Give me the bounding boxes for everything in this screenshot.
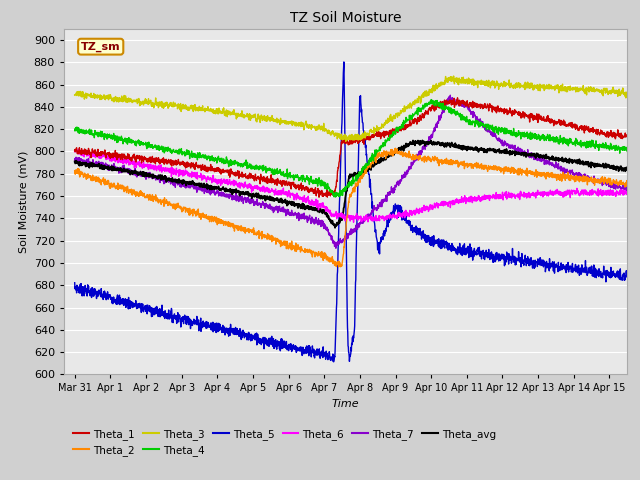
Theta_avg (325, 216, 333, 222)
Theta_avg (332, 225, 339, 231)
Theta_1 (506, 106, 514, 111)
Theta_1 (454, 95, 461, 101)
Theta_6 (325, 207, 333, 213)
Theta_2 (325, 256, 333, 262)
Theta_2 (506, 167, 514, 172)
Theta_2 (608, 180, 616, 186)
Theta_4 (340, 186, 348, 192)
Theta_3 (99, 94, 107, 99)
Theta_avg (99, 167, 107, 172)
Theta_2 (335, 264, 342, 270)
Theta_7 (506, 144, 514, 149)
Theta_6 (608, 190, 616, 195)
Theta_4 (71, 126, 79, 132)
Theta_3 (623, 89, 631, 95)
Theta_5 (608, 270, 616, 276)
Theta_3 (607, 87, 615, 93)
Theta_7 (608, 183, 616, 189)
Line: Theta_7: Theta_7 (75, 95, 627, 248)
Theta_4 (608, 146, 616, 152)
Theta_3 (325, 130, 333, 136)
Theta_7 (340, 236, 348, 242)
Theta_5 (506, 255, 514, 261)
Theta_4 (623, 148, 631, 154)
Text: TZ_sm: TZ_sm (81, 42, 120, 52)
Theta_3 (339, 136, 347, 142)
Theta_7 (447, 92, 454, 98)
Legend: Theta_1, Theta_2, Theta_3, Theta_4, Theta_5, Theta_6, Theta_7, Theta_avg: Theta_1, Theta_2, Theta_3, Theta_4, Thet… (69, 424, 500, 460)
Theta_6 (340, 215, 348, 220)
Theta_3 (506, 84, 514, 89)
Theta_2 (607, 182, 615, 188)
Theta_5 (623, 274, 631, 280)
Theta_6 (506, 192, 514, 197)
Theta_4 (332, 194, 339, 200)
Theta_5 (330, 359, 337, 365)
Theta_6 (607, 190, 615, 196)
Theta_avg (71, 158, 79, 164)
Theta_3 (608, 89, 616, 95)
Line: Theta_6: Theta_6 (75, 149, 627, 222)
Line: Theta_3: Theta_3 (75, 76, 627, 141)
X-axis label: Time: Time (332, 399, 360, 409)
Theta_6 (75, 146, 83, 152)
Theta_6 (623, 190, 631, 195)
Theta_avg (506, 151, 514, 156)
Theta_5 (99, 291, 107, 297)
Theta_1 (315, 194, 323, 200)
Theta_avg (340, 205, 348, 211)
Line: Theta_avg: Theta_avg (75, 141, 627, 228)
Theta_avg (607, 163, 615, 168)
Theta_5 (71, 280, 79, 286)
Theta_5 (607, 274, 615, 280)
Theta_2 (340, 251, 348, 256)
Theta_4 (607, 142, 615, 148)
Theta_4 (506, 128, 514, 133)
Theta_1 (325, 189, 333, 194)
Theta_3 (71, 92, 79, 98)
Theta_3 (450, 73, 458, 79)
Theta_5 (340, 59, 348, 65)
Theta_4 (325, 184, 333, 190)
Theta_2 (392, 145, 399, 151)
Theta_3 (342, 138, 349, 144)
Theta_5 (325, 354, 333, 360)
Theta_5 (340, 64, 348, 70)
Y-axis label: Soil Moisture (mV): Soil Moisture (mV) (18, 150, 28, 253)
Theta_4 (99, 132, 107, 137)
Theta_7 (71, 159, 79, 165)
Theta_avg (623, 167, 631, 173)
Theta_avg (608, 164, 616, 169)
Line: Theta_5: Theta_5 (75, 62, 627, 362)
Theta_6 (99, 153, 107, 158)
Theta_1 (607, 131, 615, 136)
Title: TZ Soil Moisture: TZ Soil Moisture (290, 11, 401, 25)
Theta_4 (428, 96, 435, 102)
Theta_2 (99, 178, 107, 184)
Theta_2 (71, 168, 79, 174)
Theta_7 (332, 245, 340, 251)
Theta_1 (340, 138, 348, 144)
Line: Theta_4: Theta_4 (75, 99, 627, 197)
Theta_6 (349, 219, 357, 225)
Line: Theta_2: Theta_2 (75, 148, 627, 267)
Theta_7 (623, 187, 631, 192)
Theta_1 (99, 151, 107, 156)
Theta_7 (99, 163, 107, 169)
Theta_7 (607, 184, 615, 190)
Theta_1 (608, 132, 616, 137)
Theta_avg (419, 138, 426, 144)
Theta_1 (71, 147, 79, 153)
Theta_7 (325, 231, 333, 237)
Line: Theta_1: Theta_1 (75, 98, 627, 197)
Theta_6 (71, 149, 79, 155)
Theta_1 (623, 132, 631, 138)
Theta_2 (623, 178, 631, 183)
